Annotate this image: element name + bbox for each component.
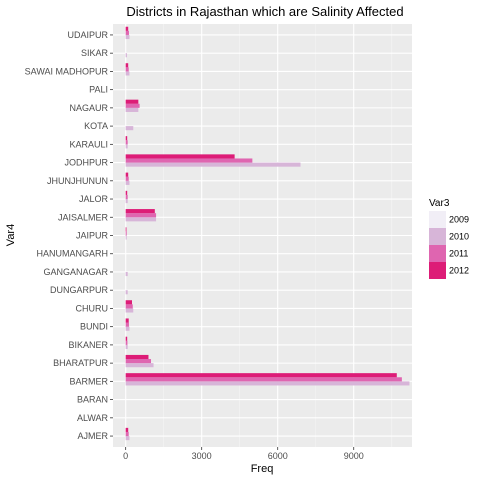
bar-udaipur-2010 <box>126 35 130 39</box>
bar-jaipur-2012 <box>126 227 127 231</box>
bar-churu-2010 <box>126 308 134 312</box>
legend-label: 2012 <box>449 266 469 276</box>
legend-key-2010 <box>429 228 446 245</box>
y-tick-label: CHURU <box>76 303 109 313</box>
bar-bundi-2010 <box>126 327 130 331</box>
y-tick-label: JAIPUR <box>76 231 109 241</box>
bar-jodhpur-2012 <box>126 154 235 158</box>
bar-bharatpur-2012 <box>126 355 149 359</box>
legend-key-2011 <box>429 245 446 262</box>
legend-label: 2011 <box>449 249 468 259</box>
y-tick-label: BHARATPUR <box>53 358 108 368</box>
bar-bundi-2011 <box>126 323 129 327</box>
bar-barmer-2012 <box>126 373 397 377</box>
y-axis-title: Var4 <box>5 224 17 246</box>
x-tick-label: 9000 <box>344 451 364 461</box>
bar-bharatpur-2011 <box>126 359 151 363</box>
y-tick-label: BIKANER <box>68 340 108 350</box>
legend-key-2012 <box>429 262 446 279</box>
bar-udaipur-2012 <box>126 27 129 31</box>
bar-churu-2012 <box>126 300 132 304</box>
bar-karauli-2010 <box>126 144 128 148</box>
legend-label: 2009 <box>449 215 469 225</box>
x-tick-label: 3000 <box>192 451 212 461</box>
x-axis-title: Freq <box>251 463 274 475</box>
bar-sawai-madhopur-2012 <box>126 63 129 67</box>
y-tick-label: JAISALMER <box>58 212 109 222</box>
y-tick-label: NAGAUR <box>69 103 108 113</box>
bar-nagaur-2011 <box>126 104 140 108</box>
y-tick-label: BUNDI <box>80 322 108 332</box>
bar-bikaner-2012 <box>126 337 128 341</box>
y-tick-label: JHUNJHUNUN <box>47 176 108 186</box>
y-tick-label: HANUMANGARH <box>36 249 108 259</box>
bar-churu-2011 <box>126 304 133 308</box>
legend-key-2009 <box>429 211 446 228</box>
y-tick-label: BARMER <box>69 376 108 386</box>
y-tick-label: JALOR <box>79 194 109 204</box>
bar-bikaner-2011 <box>126 341 128 345</box>
y-tick-label: DUNGARPUR <box>50 285 109 295</box>
y-tick-label: AJMER <box>77 431 108 441</box>
bar-jalor-2010 <box>126 199 128 203</box>
legend-title: Var3 <box>429 198 450 209</box>
bar-bharatpur-2010 <box>126 363 154 367</box>
x-tick-label: 6000 <box>268 451 288 461</box>
y-tick-label: UDAIPUR <box>67 30 108 40</box>
bar-sawai-madhopur-2010 <box>126 71 130 75</box>
y-tick-label: JODHPUR <box>64 158 108 168</box>
bar-jodhpur-2010 <box>126 163 301 167</box>
bar-karauli-2011 <box>126 140 128 144</box>
bar-jaipur-2011 <box>126 231 127 235</box>
y-tick-label: GANGANAGAR <box>43 267 108 277</box>
bar-nagaur-2010 <box>126 108 139 112</box>
bar-kota-2010 <box>126 126 134 130</box>
bar-jaisalmer-2011 <box>126 213 156 217</box>
y-tick-label: BARAN <box>77 395 108 405</box>
bar-dungarpur-2010 <box>126 290 128 294</box>
bar-jaipur-2010 <box>126 236 127 240</box>
chart-title: Districts in Rajasthan which are Salinit… <box>126 4 403 19</box>
y-tick-label: ALWAR <box>77 413 109 423</box>
y-tick-label: PALI <box>89 85 108 95</box>
bar-bundi-2012 <box>126 318 129 322</box>
y-tick-label: KARAULI <box>69 139 108 149</box>
bar-sikar-2010 <box>126 53 127 57</box>
bar-barmer-2010 <box>126 381 410 385</box>
bar-jhunjhunun-2011 <box>126 177 129 181</box>
bar-udaipur-2011 <box>126 31 129 35</box>
bar-jaisalmer-2010 <box>126 217 156 221</box>
bar-jhunjhunun-2010 <box>126 181 130 185</box>
bar-nagaur-2012 <box>126 100 139 104</box>
y-tick-label: SAWAI MADHOPUR <box>25 66 109 76</box>
bar-ajmer-2011 <box>126 432 129 436</box>
legend-label: 2010 <box>449 232 469 242</box>
bar-karauli-2012 <box>126 136 128 140</box>
bar-jhunjhunun-2012 <box>126 173 129 177</box>
bar-ajmer-2012 <box>126 428 129 432</box>
y-tick-label: KOTA <box>84 121 108 131</box>
bar-jalor-2012 <box>126 191 128 195</box>
x-tick-label: 0 <box>123 451 128 461</box>
bar-ganganagar-2010 <box>126 272 128 276</box>
bar-jodhpur-2011 <box>126 158 253 162</box>
bar-ajmer-2010 <box>126 436 130 440</box>
bar-jaisalmer-2012 <box>126 209 155 213</box>
bar-barmer-2011 <box>126 377 402 381</box>
bar-sawai-madhopur-2011 <box>126 67 129 71</box>
y-tick-label: SIKAR <box>81 48 109 58</box>
bar-bikaner-2010 <box>126 345 128 349</box>
bar-jalor-2011 <box>126 195 128 199</box>
